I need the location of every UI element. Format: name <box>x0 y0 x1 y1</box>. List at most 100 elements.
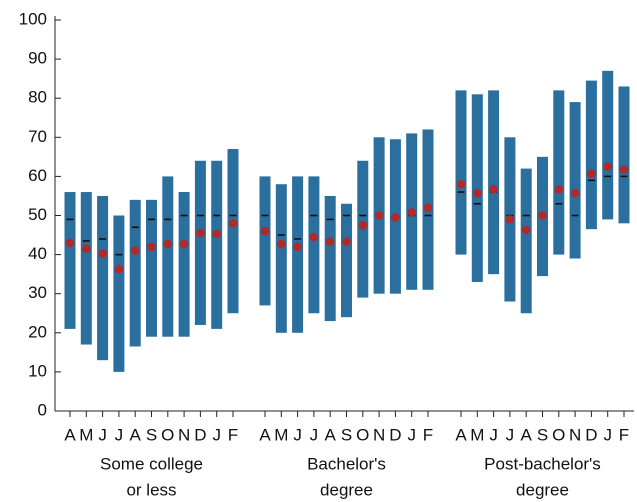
mean <box>521 225 531 235</box>
mean <box>98 249 107 258</box>
mean <box>423 203 433 212</box>
mean <box>163 239 173 249</box>
x-tick-label: J <box>603 425 612 444</box>
x-tick-label: M <box>274 425 288 444</box>
x-tick-label: D <box>389 425 401 444</box>
mean <box>130 246 140 255</box>
mean <box>505 215 515 224</box>
y-tick-label: 10 <box>28 361 47 380</box>
x-tick-label: S <box>341 425 352 444</box>
mean <box>407 208 417 217</box>
x-tick-label: M <box>470 425 484 444</box>
y-tick-label: 70 <box>28 127 47 146</box>
x-tick-label: N <box>178 425 190 444</box>
range-bar <box>471 94 483 282</box>
range-bar <box>602 70 614 220</box>
group-label: degree <box>320 480 373 499</box>
x-tick-label: J <box>310 425 319 444</box>
mean <box>179 239 189 249</box>
y-tick-label: 100 <box>19 9 47 28</box>
mean <box>196 228 205 238</box>
x-tick-label: J <box>407 425 416 444</box>
x-tick-label: N <box>569 425 581 444</box>
x-tick-label: M <box>79 425 93 444</box>
y-tick-label: 0 <box>38 400 47 419</box>
mean <box>538 211 547 220</box>
range-bar <box>162 176 174 337</box>
y-tick-label: 80 <box>28 88 47 107</box>
mean <box>391 213 400 222</box>
x-tick-label: A <box>325 425 337 444</box>
range-bar <box>520 168 532 314</box>
mean <box>554 185 564 194</box>
x-tick-label: J <box>115 425 124 444</box>
mean <box>570 188 580 198</box>
x-tick-label: J <box>293 425 302 444</box>
range-bar <box>97 195 109 361</box>
x-tick-label: O <box>356 425 369 444</box>
x-tick-label: J <box>506 425 515 444</box>
y-tick-label: 50 <box>28 205 47 224</box>
group-label: Some college <box>100 454 203 473</box>
range-bar <box>618 86 630 224</box>
x-tick-label: D <box>194 425 206 444</box>
mean <box>374 211 384 220</box>
range-bar <box>80 192 92 345</box>
range-bar <box>585 80 597 230</box>
x-tick-label: O <box>552 425 565 444</box>
y-tick-label: 30 <box>28 283 47 302</box>
range-bar <box>455 90 467 255</box>
y-tick-label: 90 <box>28 49 47 68</box>
mean <box>147 242 156 252</box>
range-bar <box>324 195 336 322</box>
group-label: degree <box>516 480 569 499</box>
group-label: Bachelor's <box>307 454 386 473</box>
group-label: Post-bachelor's <box>484 454 601 473</box>
mean <box>309 232 319 242</box>
range-bar <box>308 176 320 314</box>
x-tick-label: A <box>259 425 271 444</box>
range-bar <box>227 149 239 314</box>
mean <box>228 219 238 228</box>
range-bar <box>129 199 141 347</box>
y-tick-label: 40 <box>28 244 47 263</box>
mean <box>65 238 75 248</box>
mean <box>456 179 466 189</box>
range-bar <box>259 176 271 306</box>
x-tick-label: F <box>228 425 238 444</box>
mean <box>260 226 270 236</box>
y-tick-label: 60 <box>28 166 47 185</box>
mean <box>277 239 286 249</box>
x-tick-label: A <box>455 425 467 444</box>
mean <box>212 229 221 239</box>
range-bar <box>146 199 157 337</box>
x-tick-label: O <box>161 425 174 444</box>
x-tick-label: J <box>212 425 221 444</box>
x-tick-label: A <box>64 425 76 444</box>
mean <box>587 169 596 178</box>
range-bar <box>488 90 500 275</box>
x-tick-label: J <box>489 425 498 444</box>
mean <box>114 264 124 274</box>
mean <box>82 244 91 254</box>
range-bar <box>64 192 76 329</box>
range-bar <box>553 90 565 255</box>
range-bar <box>113 215 125 372</box>
x-tick-label: F <box>619 425 629 444</box>
mean <box>473 188 482 198</box>
x-tick-label: F <box>423 425 433 444</box>
x-tick-label: A <box>130 425 142 444</box>
x-tick-label: S <box>537 425 548 444</box>
mean <box>358 220 368 230</box>
mean <box>603 162 612 171</box>
range-bar <box>569 102 581 259</box>
mean <box>342 237 351 246</box>
mean <box>619 165 629 175</box>
mean <box>325 237 335 246</box>
range-bar <box>275 184 287 333</box>
range-bar <box>178 192 190 337</box>
x-tick-label: A <box>521 425 533 444</box>
x-tick-label: S <box>146 425 157 444</box>
mean <box>293 242 302 252</box>
